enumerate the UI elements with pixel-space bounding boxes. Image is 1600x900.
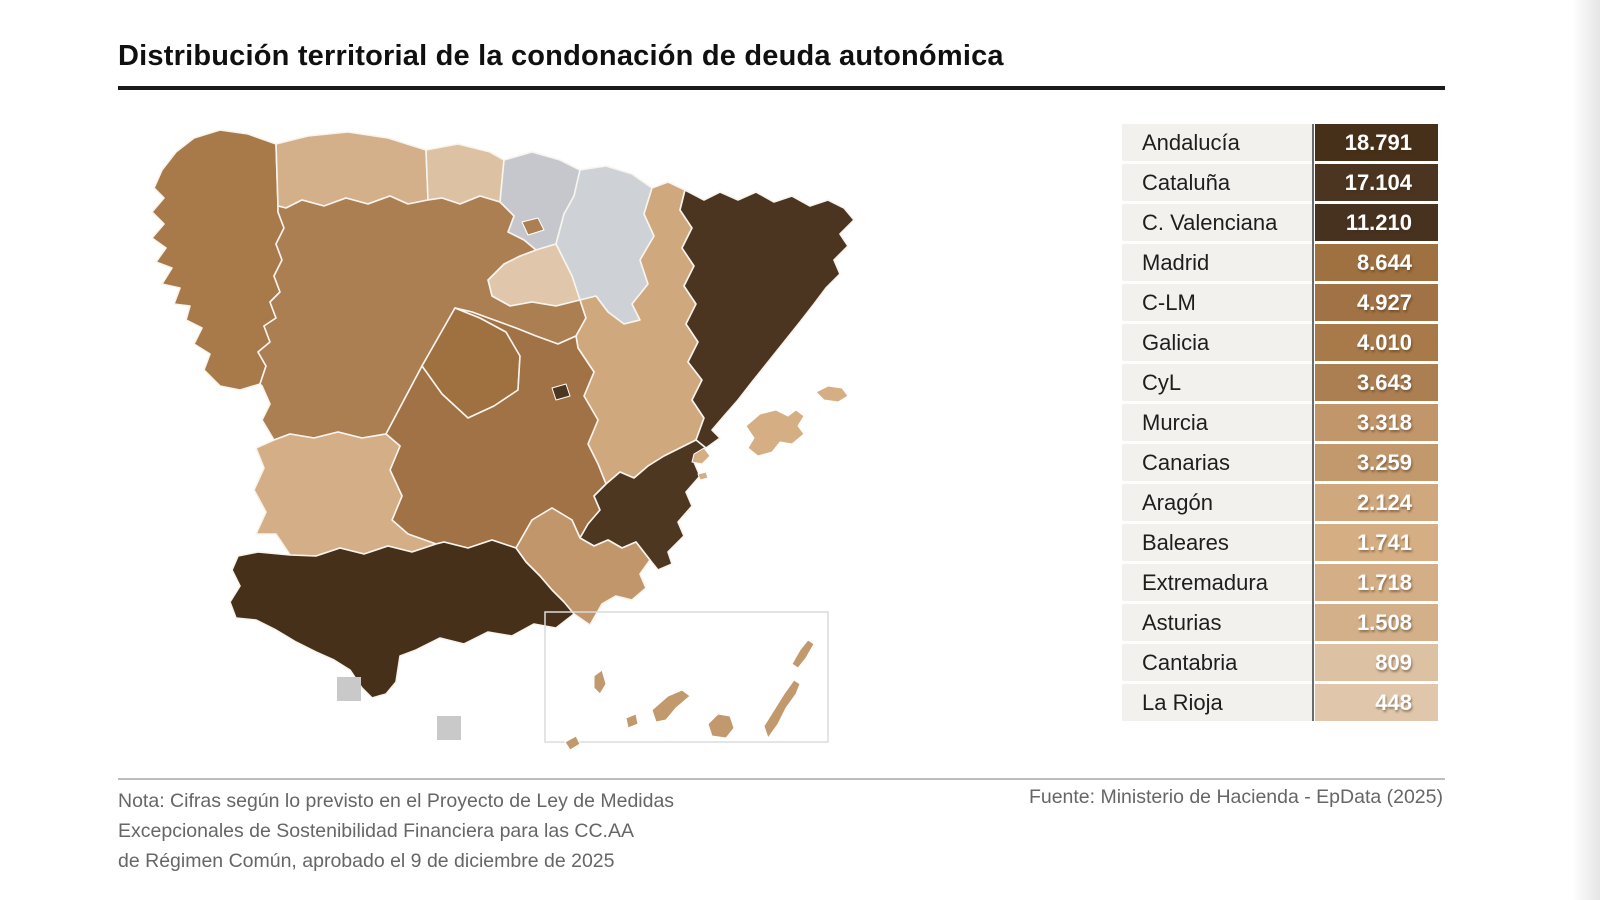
map-island-ibiza[interactable] — [691, 447, 711, 465]
region-name: Murcia — [1122, 404, 1312, 441]
map-region-ceuta[interactable] — [337, 677, 361, 701]
page-title: Distribución territorial de la condonaci… — [118, 40, 1004, 72]
table-column-divider — [1312, 124, 1314, 721]
map-island-mallorca[interactable] — [745, 409, 805, 457]
region-name: La Rioja — [1122, 684, 1312, 721]
map-island-la-palma[interactable] — [593, 669, 607, 695]
footnote: Nota: Cifras según lo previsto en el Pro… — [118, 786, 674, 876]
map-island-menorca[interactable] — [815, 385, 849, 403]
table-row: Cataluña 17.104 — [1122, 164, 1438, 201]
map-island-formentera[interactable] — [697, 471, 709, 481]
region-value: 1.718 — [1315, 564, 1438, 601]
footnote-line: de Régimen Común, aprobado el 9 de dicie… — [118, 850, 615, 872]
region-value: 18.791 — [1315, 124, 1438, 161]
region-name: Cantabria — [1122, 644, 1312, 681]
table-row: Extremadura 1.718 — [1122, 564, 1438, 601]
region-value: 448 — [1315, 684, 1438, 721]
region-value: 17.104 — [1315, 164, 1438, 201]
region-name: CyL — [1122, 364, 1312, 401]
table-row: Canarias 3.259 — [1122, 444, 1438, 481]
region-name: Extremadura — [1122, 564, 1312, 601]
footnote-line: Nota: Cifras según lo previsto en el Pro… — [118, 790, 675, 812]
map-island-gran-canaria[interactable] — [707, 713, 735, 739]
canarias-inset — [544, 611, 829, 751]
region-name: Cataluña — [1122, 164, 1312, 201]
map-island-el-hierro[interactable] — [564, 735, 581, 751]
region-value: 11.210 — [1315, 204, 1438, 241]
map-region-baleares-group — [691, 385, 849, 481]
map-region-asturias[interactable] — [275, 131, 429, 209]
region-name: Asturias — [1122, 604, 1312, 641]
debt-table: Andalucía 18.791 Cataluña 17.104 C. Valencia… — [1122, 124, 1438, 724]
region-value: 1.741 — [1315, 524, 1438, 561]
region-name: Canarias — [1122, 444, 1312, 481]
right-edge-shadow — [1572, 0, 1600, 900]
region-value: 2.124 — [1315, 484, 1438, 521]
table-row: C-LM 4.927 — [1122, 284, 1438, 321]
region-value: 1.508 — [1315, 604, 1438, 641]
map-island-fuerteventura[interactable] — [763, 679, 801, 739]
canarias-inset-border — [544, 611, 829, 743]
table-row: Baleares 1.741 — [1122, 524, 1438, 561]
region-value: 4.927 — [1315, 284, 1438, 321]
table-row: CyL 3.643 — [1122, 364, 1438, 401]
table-row: Asturias 1.508 — [1122, 604, 1438, 641]
region-value: 3.318 — [1315, 404, 1438, 441]
region-name: Baleares — [1122, 524, 1312, 561]
region-name: Aragón — [1122, 484, 1312, 521]
table-row: La Rioja 448 — [1122, 684, 1438, 721]
region-name: Andalucía — [1122, 124, 1312, 161]
region-name: C. Valenciana — [1122, 204, 1312, 241]
source-credit: Fuente: Ministerio de Hacienda - EpData … — [1028, 786, 1443, 808]
footnote-line: Excepcionales de Sostenibilidad Financie… — [118, 820, 634, 842]
table-row: Cantabria 809 — [1122, 644, 1438, 681]
table-row: Andalucía 18.791 — [1122, 124, 1438, 161]
table-row: Aragón 2.124 — [1122, 484, 1438, 521]
title-underline — [118, 86, 1445, 90]
region-value: 4.010 — [1315, 324, 1438, 361]
map-island-tenerife[interactable] — [651, 689, 691, 723]
map-enclave-trevino[interactable] — [521, 217, 545, 236]
debt-table-rows: Andalucía 18.791 Cataluña 17.104 C. Valencia… — [1122, 124, 1438, 721]
table-row: Madrid 8.644 — [1122, 244, 1438, 281]
region-value: 809 — [1315, 644, 1438, 681]
region-value: 3.259 — [1315, 444, 1438, 481]
spain-choropleth-map — [128, 104, 888, 764]
region-value: 3.643 — [1315, 364, 1438, 401]
map-region-cataluna[interactable] — [679, 189, 855, 449]
map-region-andalucia[interactable] — [229, 539, 575, 699]
map-island-lanzarote[interactable] — [791, 639, 815, 669]
region-name: Madrid — [1122, 244, 1312, 281]
table-row: Galicia 4.010 — [1122, 324, 1438, 361]
footer-divider — [118, 778, 1445, 780]
table-row: C. Valenciana 11.210 — [1122, 204, 1438, 241]
map-region-melilla[interactable] — [437, 716, 461, 740]
map-island-la-gomera[interactable] — [625, 713, 639, 729]
map-region-cantabria[interactable] — [425, 143, 505, 205]
region-name: C-LM — [1122, 284, 1312, 321]
map-enclave-rincon-ademuz[interactable] — [551, 383, 571, 401]
region-name: Galicia — [1122, 324, 1312, 361]
table-row: Murcia 3.318 — [1122, 404, 1438, 441]
region-value: 8.644 — [1315, 244, 1438, 281]
